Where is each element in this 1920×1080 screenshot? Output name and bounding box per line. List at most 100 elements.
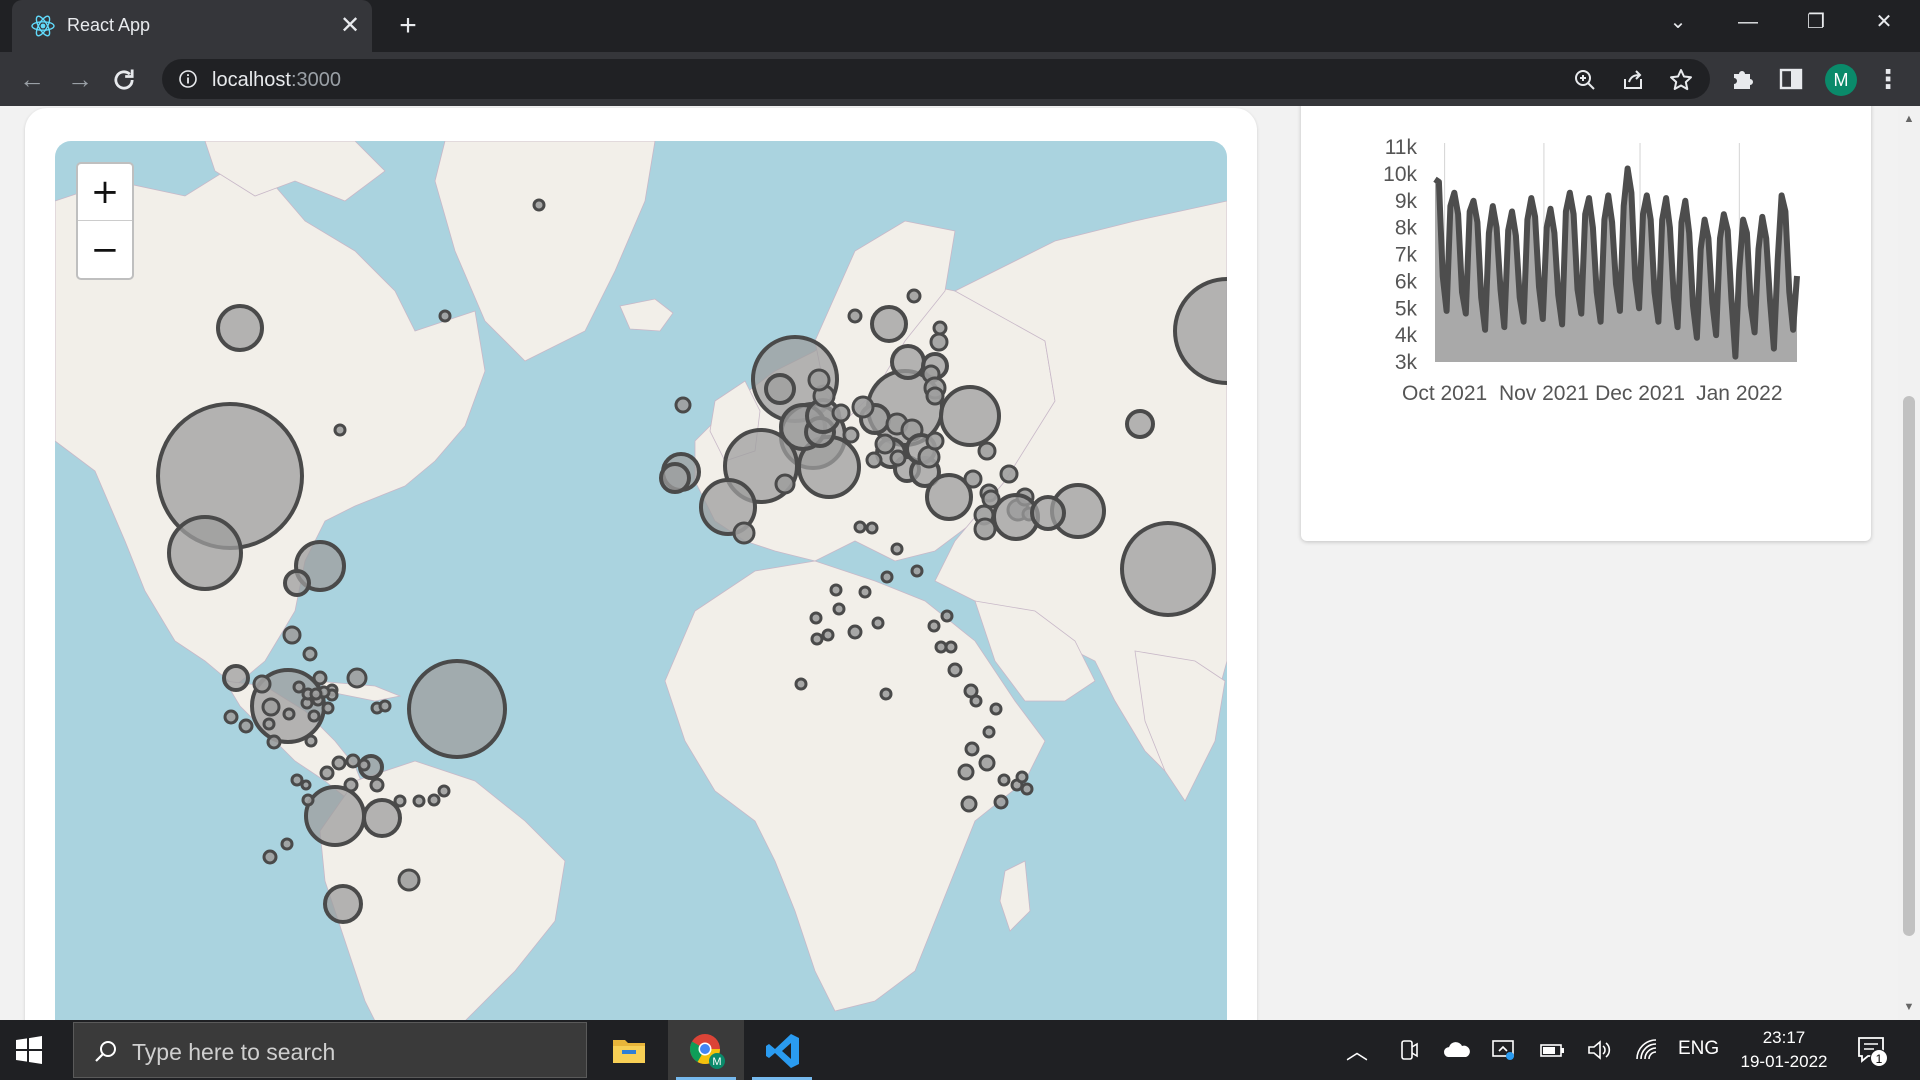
country-bubble[interactable] [321, 701, 335, 715]
country-bubble[interactable] [774, 473, 796, 495]
country-bubble[interactable] [870, 305, 908, 343]
country-bubble[interactable] [821, 628, 835, 642]
volume-icon[interactable] [1586, 1037, 1612, 1063]
country-bubble[interactable] [357, 758, 371, 772]
country-bubble[interactable] [910, 564, 924, 578]
zoom-in-button[interactable]: + [78, 164, 132, 221]
country-bubble[interactable] [252, 674, 272, 694]
kebab-icon[interactable]: ⋮ [1875, 64, 1901, 94]
sidepanel-icon[interactable] [1777, 65, 1805, 93]
country-bubble[interactable] [890, 344, 926, 380]
country-bubble[interactable] [323, 884, 363, 924]
country-bubble[interactable] [262, 717, 276, 731]
country-bubble[interactable] [282, 625, 302, 645]
country-bubble[interactable] [309, 687, 323, 701]
country-bubble[interactable] [880, 570, 894, 584]
country-bubble[interactable] [977, 441, 997, 461]
country-bubble[interactable] [831, 403, 851, 423]
country-bubble[interactable] [699, 478, 757, 536]
country-bubble[interactable] [925, 431, 945, 451]
country-bubble[interactable] [890, 542, 904, 556]
country-bubble[interactable] [929, 332, 949, 352]
country-bubble[interactable] [369, 777, 385, 793]
country-bubble[interactable] [223, 709, 239, 725]
country-bubble[interactable] [832, 602, 846, 616]
puzzle-icon[interactable] [1729, 65, 1757, 93]
country-bubble[interactable] [1015, 770, 1029, 784]
star-icon[interactable] [1668, 67, 1694, 93]
country-bubble[interactable] [889, 449, 907, 467]
country-bubble[interactable] [973, 517, 997, 541]
country-bubble[interactable] [1120, 521, 1216, 617]
country-bubble[interactable] [764, 373, 796, 405]
country-bubble[interactable] [810, 632, 824, 646]
scroll-down-icon[interactable]: ▼ [1903, 1001, 1915, 1013]
country-bubble[interactable] [865, 521, 879, 535]
country-bubble[interactable] [989, 702, 1003, 716]
country-bubble[interactable] [397, 868, 421, 892]
country-bubble[interactable] [261, 697, 281, 717]
country-bubble[interactable] [993, 794, 1009, 810]
wifi-icon[interactable] [1634, 1037, 1660, 1063]
country-bubble[interactable] [807, 368, 831, 392]
country-bubble[interactable] [906, 288, 922, 304]
country-bubble[interactable] [847, 624, 863, 640]
country-bubble[interactable] [346, 667, 368, 689]
country-bubble[interactable] [437, 784, 451, 798]
country-bubble[interactable] [947, 662, 963, 678]
windows-start-icon[interactable] [14, 1035, 44, 1065]
country-bubble[interactable] [300, 779, 312, 791]
reload-icon[interactable] [110, 66, 138, 94]
country-bubble[interactable] [964, 741, 980, 757]
country-bubble[interactable] [216, 304, 264, 352]
scroll-up-icon[interactable]: ▲ [1903, 113, 1915, 125]
country-bubble[interactable] [427, 793, 441, 807]
address-bar[interactable]: localhost:3000 [162, 59, 1710, 99]
country-bubble[interactable] [412, 794, 426, 808]
notification-center[interactable]: 1 [1856, 1035, 1888, 1067]
country-bubble[interactable] [794, 677, 808, 691]
vscode-app[interactable] [744, 1020, 820, 1080]
country-bubble[interactable] [262, 849, 278, 865]
country-bubble[interactable] [438, 309, 452, 323]
country-bubble[interactable] [842, 426, 860, 444]
country-bubble[interactable] [853, 520, 867, 534]
country-bubble[interactable] [319, 765, 335, 781]
country-bubble[interactable] [362, 798, 402, 838]
country-bubble[interactable] [238, 718, 254, 734]
country-bubble[interactable] [532, 198, 546, 212]
country-bubble[interactable] [282, 707, 296, 721]
country-bubble[interactable] [932, 320, 948, 336]
country-bubble[interactable] [307, 709, 321, 723]
country-bubble[interactable] [301, 793, 315, 807]
zoom-out-button[interactable]: − [78, 221, 132, 278]
country-bubble[interactable] [407, 659, 507, 759]
country-bubble[interactable] [944, 640, 958, 654]
battery-icon[interactable] [1538, 1037, 1566, 1063]
country-bubble[interactable] [978, 754, 996, 772]
share-icon[interactable] [1620, 67, 1646, 93]
country-bubble[interactable] [1030, 495, 1066, 531]
country-bubble[interactable] [829, 583, 843, 597]
meet-now-icon[interactable] [1396, 1037, 1422, 1063]
country-bubble[interactable] [304, 734, 318, 748]
world-map[interactable]: + − [55, 141, 1227, 1020]
country-bubble[interactable] [847, 308, 863, 324]
display-icon[interactable] [1490, 1037, 1516, 1063]
country-bubble[interactable] [925, 386, 945, 406]
country-bubble[interactable] [290, 773, 304, 787]
chevron-down-icon[interactable]: ⌄ [1669, 11, 1687, 33]
country-bubble[interactable] [292, 680, 306, 694]
language-indicator[interactable]: ENG [1678, 1038, 1720, 1059]
country-bubble[interactable] [927, 619, 941, 633]
country-bubble[interactable] [982, 725, 996, 739]
window-close-icon[interactable]: ✕ [1875, 11, 1893, 33]
country-bubble[interactable] [851, 395, 875, 419]
country-bubble[interactable] [283, 569, 311, 597]
country-bubble[interactable] [1020, 782, 1034, 796]
file-explorer-app[interactable] [590, 1020, 666, 1080]
country-bubble[interactable] [981, 489, 1001, 509]
taskbar-search[interactable]: Type here to search [73, 1022, 587, 1078]
country-bubble[interactable] [732, 521, 756, 545]
info-icon[interactable] [178, 69, 198, 89]
